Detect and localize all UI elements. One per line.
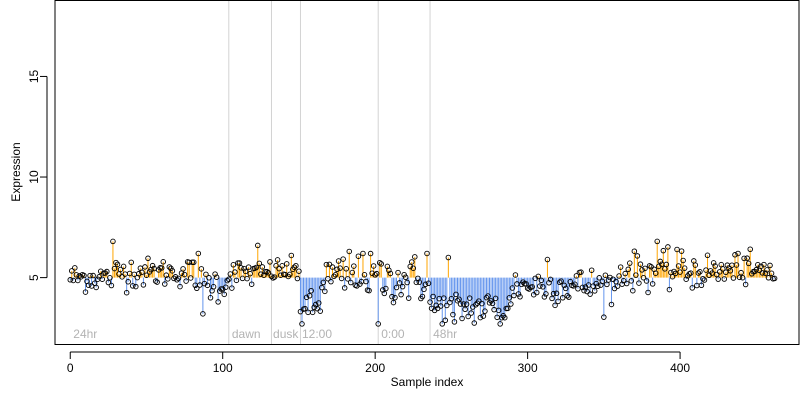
region-label-text: 24hr: [73, 327, 97, 341]
region-label-text: 12:00: [302, 327, 332, 341]
x-tick-label: 100: [213, 361, 233, 375]
plot-frame: [55, 1, 799, 345]
region-labels: 24hr dawn dusk 12:00 0:00 48hr: [73, 327, 457, 341]
deviation-stems: [70, 241, 774, 323]
x-tick-label: 400: [670, 361, 690, 375]
x-tick-label: 300: [518, 361, 538, 375]
y-axis: 5 10 15: [27, 69, 47, 281]
data-point: [339, 276, 344, 281]
x-tick-label: 200: [365, 361, 385, 375]
x-axis-label: Sample index: [391, 375, 464, 389]
y-tick-label: 10: [27, 170, 41, 184]
region-label-text: dusk: [273, 327, 299, 341]
region-label-text: 0:00: [381, 327, 405, 341]
y-tick-label: 15: [27, 69, 41, 83]
data-point: [722, 277, 727, 282]
x-axis: 0 100 200 300 400: [67, 352, 691, 375]
y-tick-label: 5: [27, 274, 41, 281]
x-tick-label: 0: [67, 361, 74, 375]
data-point: [295, 276, 300, 281]
data-point: [100, 277, 105, 282]
region-label-text: 48hr: [433, 327, 457, 341]
region-label-text: dawn: [232, 327, 261, 341]
y-axis-label: Expression: [9, 142, 23, 201]
data-point: [766, 276, 771, 281]
